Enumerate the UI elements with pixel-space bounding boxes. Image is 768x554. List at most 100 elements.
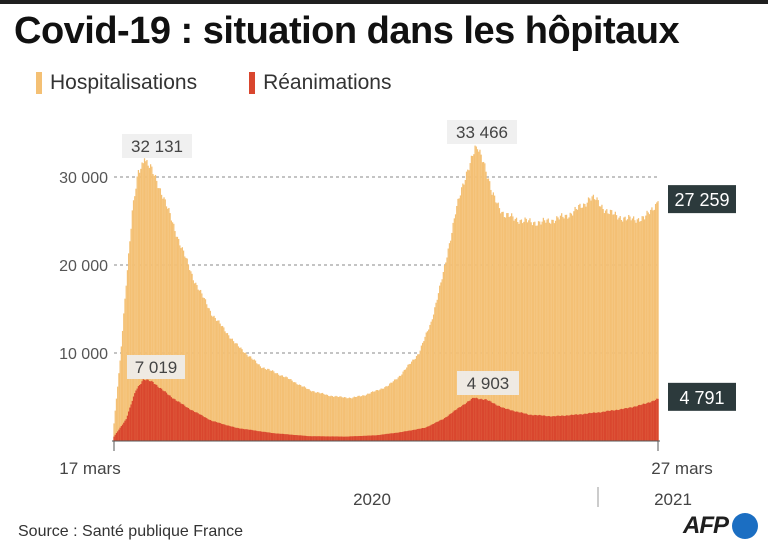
bar-reanimations [404, 431, 407, 441]
bar-reanimations [420, 428, 423, 441]
annotation-hosp-peak-2: 33 466 [456, 123, 508, 142]
bar-hospitalisations [423, 341, 425, 441]
bar-reanimations [126, 415, 129, 441]
bar-hospitalisations [268, 368, 270, 441]
bar-hospitalisations [614, 211, 616, 441]
bar-hospitalisations [301, 386, 303, 441]
legend: Hospitalisations Réanimations [36, 68, 443, 98]
bar-hospitalisations [234, 343, 236, 441]
bar-reanimations [541, 415, 543, 441]
bar-hospitalisations [445, 262, 447, 441]
bar-hospitalisations [246, 354, 248, 441]
bar-hospitalisations [225, 333, 227, 441]
bar-hospitalisations [142, 163, 144, 441]
bar-reanimations [453, 410, 455, 441]
bar-reanimations [212, 421, 214, 441]
bar-hospitalisations [435, 302, 437, 441]
bar-hospitalisations [564, 214, 566, 441]
bar-hospitalisations [469, 163, 471, 441]
bar-reanimations [398, 432, 401, 441]
bar-reanimations [643, 403, 646, 441]
bar-hospitalisations [156, 180, 158, 442]
bar-hospitalisations [178, 238, 180, 441]
bar-hospitalisations [357, 395, 359, 441]
bar-reanimations [640, 405, 642, 441]
bar-reanimations [336, 436, 338, 441]
bar-reanimations [304, 435, 307, 441]
bar-hospitalisations [337, 397, 340, 441]
bar-reanimations [169, 395, 171, 441]
bar-reanimations [617, 410, 619, 441]
bar-hospitalisations [251, 358, 253, 441]
bar-hospitalisations [493, 195, 496, 441]
bar-reanimations [230, 426, 232, 441]
bar-reanimations [257, 431, 259, 441]
bar-reanimations [273, 433, 275, 441]
bar-reanimations [418, 428, 420, 441]
bar-hospitalisations [290, 379, 292, 441]
bar-hospitalisations [213, 315, 215, 441]
bar-hospitalisations [548, 222, 551, 441]
bar-reanimations [356, 436, 358, 441]
bar-hospitalisations [643, 219, 646, 441]
bar-reanimations [390, 433, 392, 441]
bar-hospitalisations [414, 358, 416, 441]
bar-hospitalisations [215, 320, 218, 441]
bar-hospitalisations [376, 390, 379, 441]
bar-hospitalisations [648, 214, 651, 441]
bar-hospitalisations [323, 393, 325, 441]
bar-reanimations [593, 412, 596, 441]
bar-reanimations [445, 417, 447, 441]
bar-hospitalisations [313, 391, 315, 441]
bar-reanimations [252, 430, 254, 441]
bar-hospitalisations [317, 391, 319, 441]
bar-reanimations [284, 434, 286, 441]
bar-hospitalisations [406, 367, 408, 441]
bar-reanimations [282, 433, 285, 441]
bar-reanimations [414, 429, 416, 441]
bar-hospitalisations [429, 324, 431, 441]
bar-reanimations [279, 433, 281, 441]
bar-reanimations [452, 411, 454, 441]
bar-reanimations [209, 419, 212, 441]
bar-hospitalisations [384, 387, 386, 441]
bar-hospitalisations [468, 170, 470, 442]
bar-hospitalisations [285, 376, 287, 441]
bar-hospitalisations [639, 221, 641, 441]
bar-hospitalisations [210, 315, 213, 441]
bar-reanimations [145, 380, 147, 441]
bar-reanimations [471, 397, 474, 441]
bar-reanimations [546, 416, 548, 441]
bar-hospitalisations [573, 211, 575, 441]
bar-hospitalisations [409, 363, 412, 441]
bar-reanimations [481, 399, 484, 441]
bar-hospitalisations [151, 166, 153, 441]
bar-hospitalisations [124, 298, 126, 441]
bar-hospitalisations [604, 210, 607, 441]
bar-reanimations [537, 415, 540, 441]
bar-reanimations [547, 415, 549, 441]
annotation-rea-peak-1-box [127, 355, 185, 379]
bar-reanimations [168, 395, 170, 441]
bar-hospitalisations [319, 393, 321, 441]
bar-reanimations [412, 430, 414, 441]
bar-hospitalisations [331, 396, 334, 441]
bar-reanimations [446, 416, 448, 441]
bar-hospitalisations [252, 359, 254, 441]
bar-reanimations [479, 399, 481, 441]
bar-hospitalisations [387, 385, 390, 441]
bar-hospitalisations [450, 240, 452, 441]
bar-hospitalisations [302, 386, 304, 441]
bar-reanimations [625, 408, 627, 441]
bar-hospitalisations [264, 368, 266, 441]
bar-reanimations [468, 401, 470, 441]
bar-hospitalisations [482, 161, 485, 441]
bar-reanimations [506, 408, 508, 441]
bar-reanimations [551, 416, 553, 441]
bar-hospitalisations [519, 220, 521, 441]
bar-hospitalisations [270, 370, 273, 441]
bar-reanimations [559, 416, 562, 441]
bar-reanimations [470, 398, 473, 441]
bar-hospitalisations [485, 171, 487, 441]
